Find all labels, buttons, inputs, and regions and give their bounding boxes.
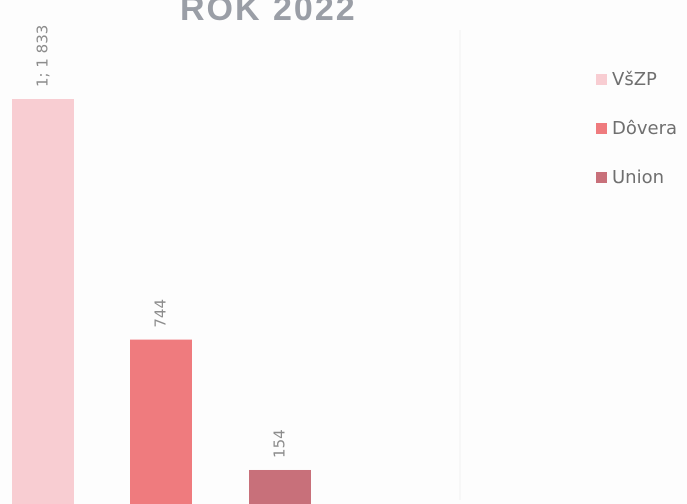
legend-label: VšZP	[612, 68, 657, 90]
data-label-union: 154	[271, 429, 289, 458]
legend-item-dôvera: Dôvera	[596, 116, 677, 140]
legend-swatch	[596, 171, 607, 183]
legend-swatch	[596, 73, 607, 85]
legend-label: Dôvera	[612, 117, 678, 139]
legend: VšZP Dôvera Union	[596, 67, 677, 214]
chart-title: ROK 2022	[180, 0, 357, 28]
bar-union	[249, 469, 311, 504]
data-label-dôvera: 744	[152, 299, 170, 328]
legend-swatch	[596, 122, 607, 134]
bar-dôvera	[130, 339, 192, 504]
legend-label: Union	[612, 166, 665, 188]
bar-všzp	[12, 99, 74, 504]
legend-item-union: Union	[596, 165, 677, 189]
legend-item-všzp: VšZP	[596, 67, 677, 91]
data-label-všzp: 1; 1 833	[34, 25, 52, 87]
